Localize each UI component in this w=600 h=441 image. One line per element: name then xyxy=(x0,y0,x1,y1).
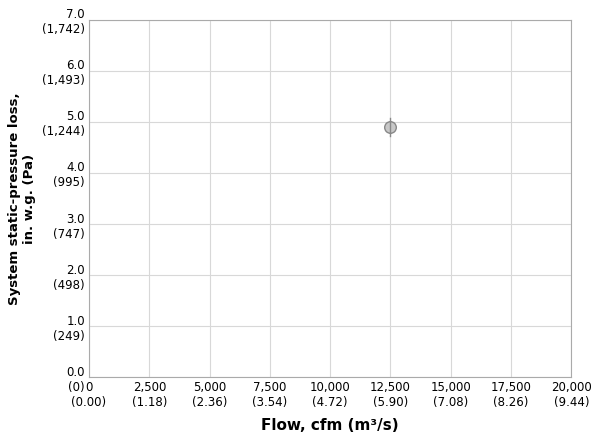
X-axis label: Flow, cfm (m³/s): Flow, cfm (m³/s) xyxy=(262,418,399,433)
Point xyxy=(386,123,395,131)
Y-axis label: System static-pressure loss,
in. w.g. (Pa): System static-pressure loss, in. w.g. (P… xyxy=(8,92,37,305)
